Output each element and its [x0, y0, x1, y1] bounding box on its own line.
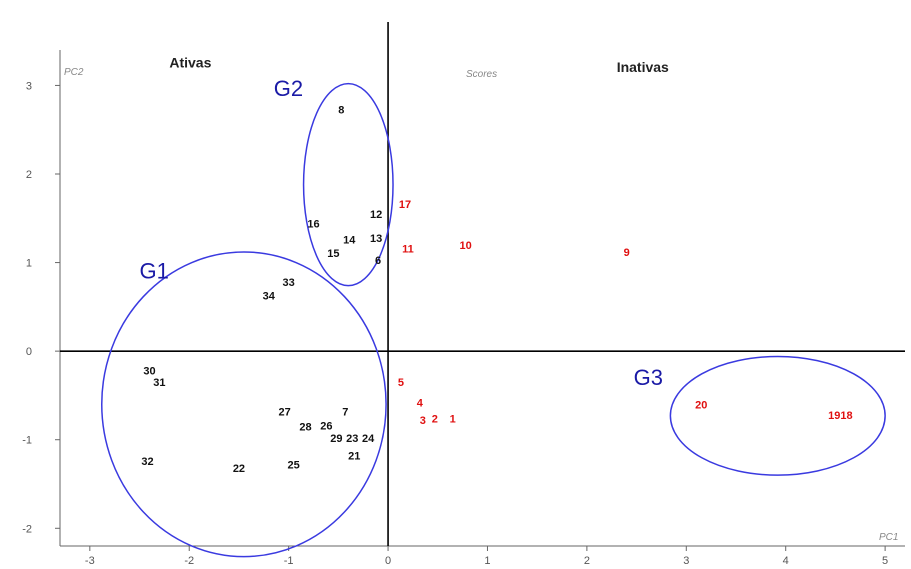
point-label: 7 — [342, 406, 348, 418]
point-label: 17 — [399, 199, 411, 211]
point-label: 1918 — [828, 410, 852, 422]
x-axis-label: PC1 — [879, 532, 898, 543]
point-label: 14 — [343, 235, 356, 247]
group-ellipses: G1 G2 G3 — [101, 76, 886, 558]
x-tick-label: -3 — [85, 555, 95, 567]
y-tick-label: -1 — [22, 435, 32, 447]
point-label: 5 — [398, 377, 404, 389]
point-label: 13 — [370, 233, 382, 245]
x-tick-label: 1 — [484, 555, 490, 567]
group-ellipse — [669, 355, 886, 476]
point-label: 11 — [402, 243, 414, 255]
point-label: 6 — [375, 255, 381, 267]
point-label: 21 — [348, 451, 360, 463]
point-label: 20 — [695, 399, 707, 411]
y-tick-label: 1 — [26, 258, 32, 270]
x-tick-label: 2 — [584, 555, 590, 567]
point-label: 15 — [327, 248, 339, 260]
y-tick-label: -2 — [22, 523, 32, 535]
point-label: 27 — [279, 406, 291, 418]
axes — [59, 22, 905, 547]
chart-title: Scores — [466, 69, 497, 80]
point-label: 3 — [420, 415, 426, 427]
point-label: 1 — [450, 413, 456, 425]
point-label: 32 — [141, 456, 153, 468]
point-label: 24 — [362, 433, 375, 445]
point-label: 31 — [153, 377, 165, 389]
point-label: 23 — [346, 433, 358, 445]
group-label: G3 — [634, 365, 663, 390]
group-ellipse — [302, 82, 394, 287]
point-label: 29 — [330, 433, 342, 445]
point-label: 34 — [263, 290, 276, 302]
group-ellipse — [101, 251, 387, 558]
x-tick-label: -2 — [184, 555, 194, 567]
point-label: 4 — [417, 398, 424, 410]
point-label: 16 — [307, 219, 319, 231]
y-axis-label: PC2 — [64, 67, 84, 78]
region-label: Ativas — [169, 55, 211, 71]
point-label: 26 — [320, 421, 332, 433]
x-tick-label: 5 — [882, 555, 888, 567]
point-label: 8 — [338, 104, 344, 116]
x-tick-label: 4 — [783, 555, 789, 567]
region-labels: Ativas Inativas — [169, 55, 669, 75]
x-tick-label: 3 — [683, 555, 689, 567]
y-tick-label: 3 — [26, 80, 32, 92]
point-label: 10 — [459, 240, 471, 252]
x-tick-label: -1 — [284, 555, 294, 567]
group-label: G1 — [140, 259, 169, 284]
y-tick-label: 2 — [26, 169, 32, 181]
x-tick-label: 0 — [385, 555, 391, 567]
point-label: 2 — [432, 413, 438, 425]
y-tick-label: 0 — [26, 346, 32, 358]
point-label: 22 — [233, 463, 245, 475]
point-label: 12 — [370, 209, 382, 221]
point-label: 25 — [287, 460, 299, 472]
point-label: 9 — [624, 247, 630, 259]
group-label: G2 — [274, 76, 303, 101]
point-label: 28 — [299, 421, 311, 433]
point-label: 30 — [143, 366, 155, 378]
point-label: 33 — [283, 277, 295, 289]
region-label: Inativas — [617, 59, 669, 75]
